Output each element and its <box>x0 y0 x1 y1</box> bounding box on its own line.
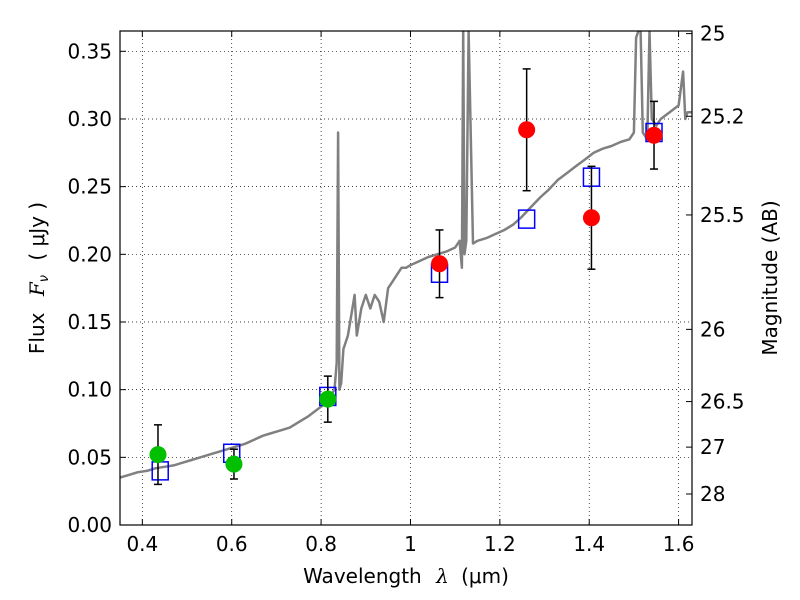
grid <box>120 31 692 525</box>
y-tick-label: 0.20 <box>67 242 112 266</box>
y-tick-label: 0.35 <box>67 39 112 63</box>
observed-flux-point <box>518 121 536 139</box>
model-spectrum-line <box>120 31 692 479</box>
y2-tick-label: 25.2 <box>700 104 745 128</box>
x-tick-label: 0.6 <box>216 532 248 556</box>
y-tick-label: 0.10 <box>67 378 112 402</box>
observed-flux-point <box>149 446 167 464</box>
series-group <box>120 31 692 479</box>
series-layer <box>120 31 692 486</box>
y2-tick-label: 26 <box>700 317 725 341</box>
x-tick-label: 1 <box>404 532 417 556</box>
y-tick-label: 0.00 <box>67 513 112 537</box>
x-tick-label: 0.8 <box>305 532 337 556</box>
y-tick-label: 0.15 <box>67 310 112 334</box>
observed-flux-point <box>582 209 600 227</box>
y-tick-label: 0.30 <box>67 107 112 131</box>
model-flux-square <box>151 461 169 481</box>
axes: 0.4 0.6 0.8 1 1.2 1.4 1.6 0.00 0.05 0.10 0.15 0.20 0… <box>67 22 744 556</box>
y-tick-label: 0.05 <box>67 445 112 469</box>
x-axis-label: Wavelength λ (μm) <box>303 564 509 588</box>
x-tick-label: 0.4 <box>126 532 158 556</box>
x-tick-label: 1.4 <box>573 532 605 556</box>
y2-tick-label: 25.5 <box>700 203 745 227</box>
observed-flux-point <box>431 255 449 273</box>
plot-frame <box>119 30 693 526</box>
y2-tick-label: 26.5 <box>700 390 745 414</box>
y2-tick-label: 27 <box>700 435 725 459</box>
y2-axis-label: Magnitude (AB) <box>758 200 782 355</box>
y-tick-label: 0.25 <box>67 175 112 199</box>
y2-tick-label: 25 <box>700 22 725 46</box>
x-tick-label: 1.2 <box>484 532 516 556</box>
model-flux-square <box>517 209 536 229</box>
y2-tick-label: 28 <box>700 482 725 506</box>
observed-flux-point <box>319 390 337 408</box>
observed-flux-point <box>225 455 243 473</box>
y-axis-label: Flux Fν ( μJy ) <box>25 202 53 354</box>
observed-flux-point <box>645 126 663 144</box>
x-tick-label: 1.6 <box>663 532 695 556</box>
